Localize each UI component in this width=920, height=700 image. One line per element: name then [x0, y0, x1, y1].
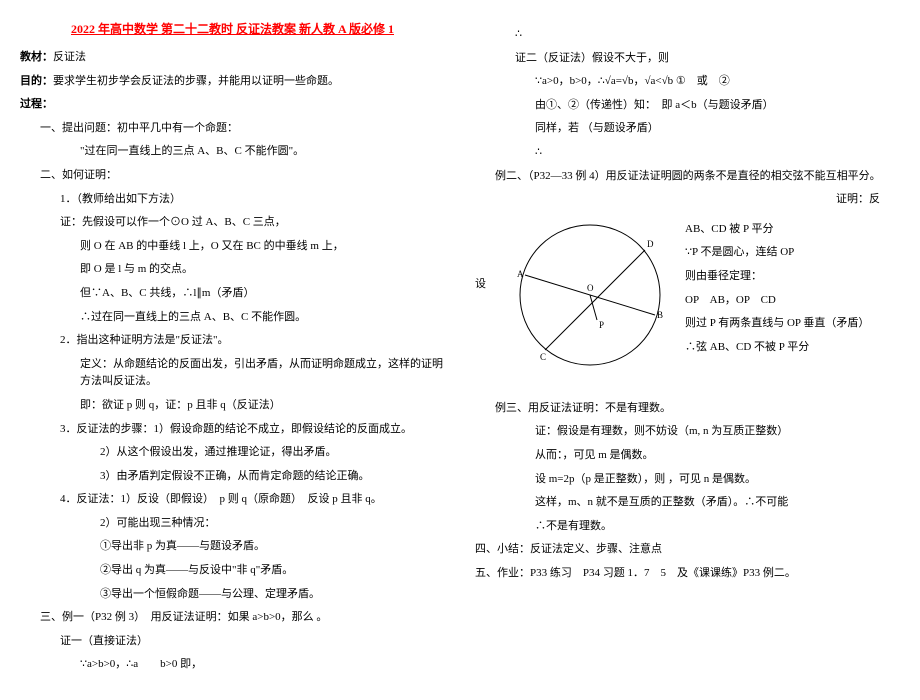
document-title: 2022 年高中数学 第二十二教时 反证法教案 新人教 A 版必修 1 — [20, 20, 445, 37]
goal-text: 要求学生初步学会反证法的步骤，并能用以证明一些命题。 — [53, 75, 339, 87]
s2-4-2b: ②导出 q 为真——与反设中"非 q"矛盾。 — [100, 562, 445, 580]
ex3: 例三、用反证法证明：不是有理数。 — [495, 400, 900, 418]
s2-1: 1．（教师给出如下方法） — [60, 191, 445, 209]
s2-3: 3．反证法的步骤：1）假设命题的结论不成立，即假设结论的反面成立。 — [60, 421, 445, 439]
diagram-right-text: AB、CD 被 P 平分 ∵P 不是圆心，连结 OP 则由垂径定理： OP AB… — [685, 215, 900, 363]
material-label: 教材： — [20, 51, 53, 63]
ex2-setup: 设 — [475, 215, 495, 291]
r6: ∴ — [535, 144, 900, 162]
ex3-4: 这样，m、n 就不是互质的正整数（矛盾）。∴不可能 — [535, 494, 900, 512]
ex2-proof: 证明：反 — [475, 191, 900, 209]
right-column: ∴ 证二（反证法）假设不大于，则 ∵a>0，b>0，∴√a=√b，√a<√b ①… — [475, 20, 900, 680]
s2-2: 2．指出这种证明方法是"反证法"。 — [60, 332, 445, 350]
svg-text:C: C — [540, 352, 546, 362]
ex2-r5: 则过 P 有两条直线与 OP 垂直（矛盾） — [685, 315, 900, 333]
goal-line: 目的：要求学生初步学会反证法的步骤，并能用以证明一些命题。 — [20, 73, 445, 91]
s2-2-ie: 即：欲证 p 则 q，证：p 且非 q（反证法） — [80, 397, 445, 415]
ex2-r3: 则由垂径定理： — [685, 268, 900, 286]
svg-text:P: P — [599, 320, 604, 330]
ex2: 例二、（P32—33 例 4）用反证法证明圆的两条不是直径的相交弦不能互相平分。 — [495, 168, 900, 186]
ex2-r6: ∴弦 AB、CD 不被 P 平分 — [685, 339, 900, 357]
s2-4-2a: ①导出非 p 为真——与题设矛盾。 — [100, 538, 445, 556]
s2-1-line4: 但∵A、B、C 共线，∴l∥m（矛盾） — [80, 285, 445, 303]
section3: 三、例一（P32 例 3） 用反证法证明：如果 a>b>0，那么 。 — [40, 609, 445, 627]
ex2-r4: OP AB，OP CD — [685, 292, 900, 310]
section4: 四、小结：反证法定义、步骤、注意点 — [475, 541, 900, 559]
r4: 由①、②（传递性）知： 即 a＜b（与题设矛盾） — [535, 97, 900, 115]
ex3-2: 从而：，可见 m 是偶数。 — [535, 447, 900, 465]
process-label: 过程： — [20, 96, 445, 114]
svg-text:D: D — [647, 239, 654, 249]
section2: 二、如何证明： — [40, 167, 445, 185]
svg-text:B: B — [657, 310, 663, 320]
ex2-r2: ∵P 不是圆心，连结 OP — [685, 244, 900, 262]
s2-3-2: 2）从这个假设出发，通过推理论证，得出矛盾。 — [100, 444, 445, 462]
s3-proof1: 证一（直接证法） — [60, 633, 445, 651]
r5: 同样，若 （与题设矛盾） — [535, 120, 900, 138]
s2-4: 4．反证法：1）反设（即假设） p 则 q（原命题） 反设 p 且非 q。 — [60, 491, 445, 509]
svg-text:O: O — [587, 283, 594, 293]
s2-1-line3: 即 O 是 l 与 m 的交点。 — [80, 261, 445, 279]
material-line: 教材：反证法 — [20, 49, 445, 67]
s2-1-line5: ∴过在同一直线上的三点 A、B、C 不能作圆。 — [80, 309, 445, 327]
s2-1-line2: 则 O 在 AB 的中垂线 l 上，O 又在 BC 的中垂线 m 上， — [80, 238, 445, 256]
r2: 证二（反证法）假设不大于，则 — [515, 50, 900, 68]
ex2-r1: AB、CD 被 P 平分 — [685, 221, 900, 239]
ex3-3: 设 m=2p（p 是正整数），则 ，可见 n 是偶数。 — [535, 471, 900, 489]
s2-1-proof: 证：先假设可以作一个⊙O 过 A、B、C 三点， — [60, 214, 445, 232]
s2-3-3: 3）由矛盾判定假设不正确，从而肯定命题的结论正确。 — [100, 468, 445, 486]
svg-text:A: A — [517, 269, 524, 279]
diagram-section: 设 A B C D O P AB、CD 被 P 平分 ∵P 不是圆心，连结 OP… — [475, 215, 900, 385]
ex3-5: ∴不是有理数。 — [535, 518, 900, 536]
r3: ∵a>0，b>0，∴√a=√b，√a<√b ① 或 ② — [535, 73, 900, 91]
ex3-1: 证：假设是有理数，则不妨设（m, n 为互质正整数） — [535, 423, 900, 441]
r1: ∴ — [515, 26, 900, 44]
left-column: 2022 年高中数学 第二十二教时 反证法教案 新人教 A 版必修 1 教材：反… — [20, 20, 445, 680]
s2-4-2: 2）可能出现三种情况： — [100, 515, 445, 533]
material-text: 反证法 — [53, 51, 86, 63]
s2-2-def: 定义：从命题结论的反面出发，引出矛盾，从而证明命题成立，这样的证明方法叫反证法。 — [80, 356, 445, 391]
circle-diagram: A B C D O P — [505, 215, 675, 385]
s2-4-2c: ③导出一个恒假命题——与公理、定理矛盾。 — [100, 586, 445, 604]
s3-proof1-line: ∵a>b>0，∴a b>0 即， — [80, 656, 445, 674]
section1: 一、提出问题：初中平几中有一个命题： — [40, 120, 445, 138]
section1-quote: "过在同一直线上的三点 A、B、C 不能作圆"。 — [80, 143, 445, 161]
goal-label: 目的： — [20, 75, 53, 87]
section5: 五、作业：P33 练习 P34 习题 1．7 5 及《课课练》P33 例二。 — [475, 565, 900, 583]
